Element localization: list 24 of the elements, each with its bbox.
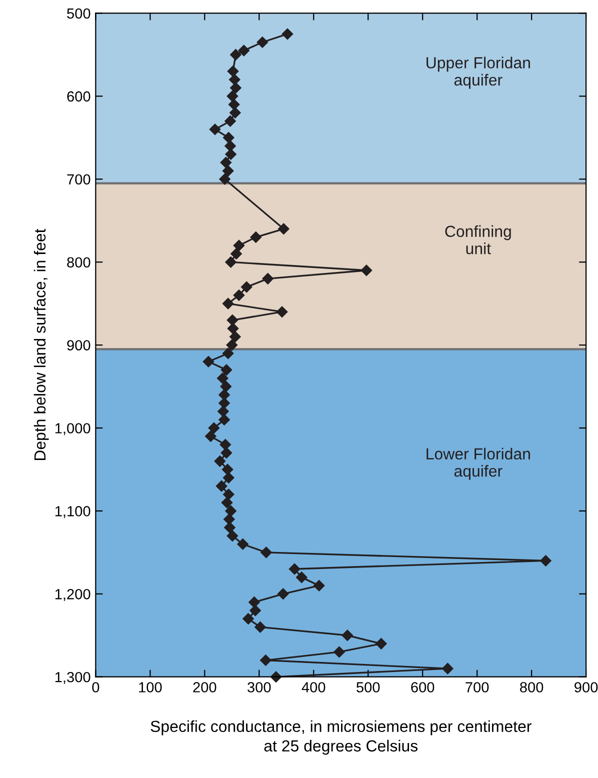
x-tick-label: 700 xyxy=(466,682,489,692)
y-tick-label: 700 xyxy=(67,174,90,185)
x-tick-label: 0 xyxy=(92,682,100,692)
y-tick-label: 1,100 xyxy=(55,506,90,518)
x-tick-label: 200 xyxy=(193,682,216,692)
y-tick-label: 600 xyxy=(67,91,90,102)
x-tick-label: 600 xyxy=(411,682,434,692)
x-tick-label: 400 xyxy=(302,682,326,692)
y-tick-label: 800 xyxy=(67,257,90,268)
y-axis-title: Depth below land surface, in feet xyxy=(34,228,49,460)
band-label: Lower Floridan aquifer xyxy=(426,448,530,480)
x-tick-label: 500 xyxy=(356,682,380,692)
band-label: Upper Floridan aquifer xyxy=(426,56,530,89)
x-tick-label: 300 xyxy=(248,682,271,692)
x-tick-label: 100 xyxy=(139,682,162,692)
y-tick-label: 900 xyxy=(67,340,90,350)
y-tick-label: 1,000 xyxy=(55,423,90,436)
x-tick-label: 800 xyxy=(520,682,544,692)
y-tick-label: 1,300 xyxy=(55,672,90,684)
x-axis-title: Specific conductance, in microsiemens per centimeter at 25 degrees Celsius xyxy=(150,720,532,755)
y-tick-label: 1,200 xyxy=(55,589,90,602)
x-tick-label: 900 xyxy=(574,682,598,692)
band-label: Confining unit xyxy=(445,225,511,254)
y-tick-label: 500 xyxy=(67,8,90,19)
